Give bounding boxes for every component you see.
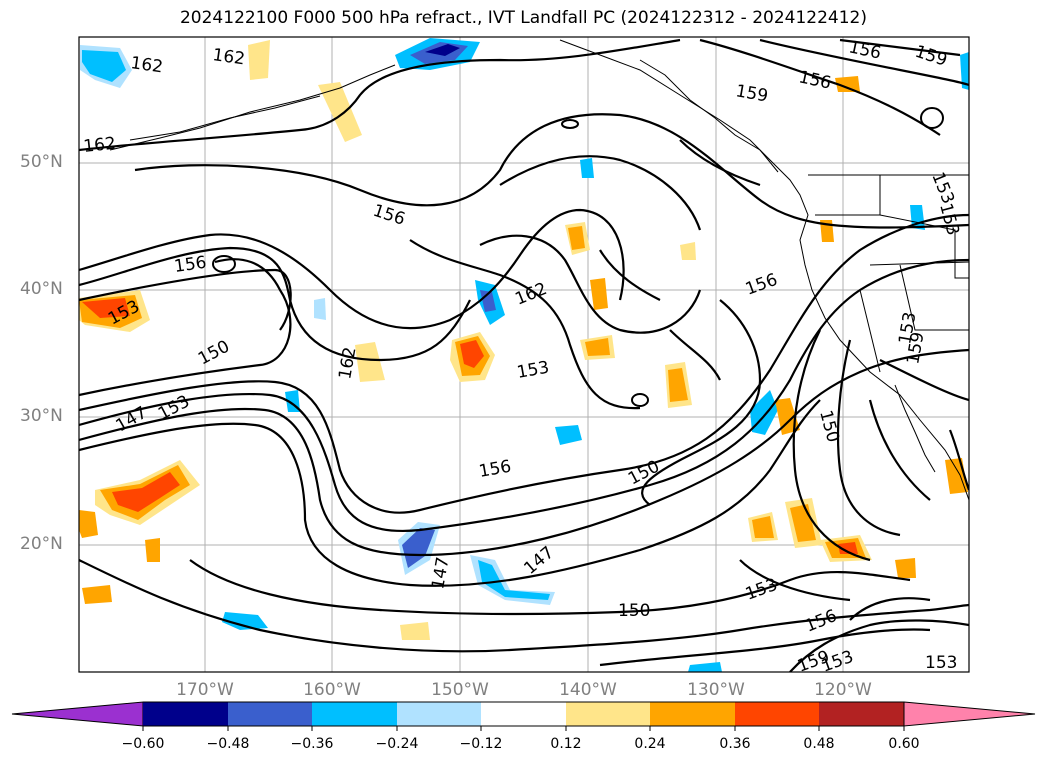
patch-pos	[680, 242, 696, 260]
lat-label-50n: 50°N	[20, 152, 63, 172]
patch-pos	[895, 558, 916, 578]
colorbar-tick-label: −0.60	[121, 736, 165, 752]
patch-pos	[355, 342, 385, 382]
colorbar-extend-low	[11, 701, 144, 727]
patch-neg	[314, 298, 326, 320]
patch-pos	[752, 516, 774, 538]
contour-label: 162	[211, 45, 246, 69]
lon-label-140w: 140°W	[559, 680, 617, 700]
lat-label-30n: 30°N	[20, 406, 63, 426]
patch-neg	[478, 560, 550, 600]
patch-pos	[790, 504, 816, 542]
patch-pos	[318, 82, 362, 142]
patch-neg	[960, 52, 969, 90]
patch-neg	[402, 528, 435, 568]
colorbar-tick-label: −0.48	[206, 736, 250, 752]
lon-label-170w: 170°W	[176, 680, 234, 700]
patch-pos	[79, 510, 98, 538]
colorbar-tick-label: −0.36	[290, 736, 334, 752]
patch-pos	[668, 368, 688, 402]
lon-label-130w: 130°W	[687, 680, 745, 700]
contour-label: 150	[618, 601, 650, 621]
patch-pos	[82, 298, 130, 318]
colorbar-tick-label: −0.12	[459, 736, 503, 752]
patch-neg	[222, 612, 268, 630]
patch-neg	[480, 290, 496, 312]
patch-pos	[835, 76, 860, 92]
patch-pos	[82, 585, 112, 604]
patch-neg	[555, 425, 582, 445]
patch-pos	[568, 226, 585, 250]
map-title: 2024122100 F000 500 hPa refract., IVT La…	[179, 8, 867, 28]
contour-label: 162	[129, 53, 164, 77]
patch-pos	[590, 278, 608, 310]
patch-pos	[248, 40, 270, 80]
patch-neg	[82, 50, 126, 82]
lon-label-150w: 150°W	[431, 680, 489, 700]
closed-contours	[212, 107, 944, 407]
colorbar-tick-label: −0.24	[375, 736, 419, 752]
contour-label: 156	[173, 253, 208, 277]
patch-neg	[688, 662, 722, 672]
height-contours	[79, 38, 969, 672]
contour-label: 153	[925, 653, 957, 673]
patch-pos	[400, 622, 430, 640]
lat-label-20n: 20°N	[20, 534, 63, 554]
patch-pos	[585, 338, 610, 356]
map-frame	[78, 36, 970, 673]
lon-label-120w: 120°W	[814, 680, 872, 700]
coastlines	[109, 39, 969, 501]
patch-pos	[838, 542, 858, 554]
patch-pos	[460, 340, 484, 368]
colorbar-tick-label: 0.12	[550, 736, 582, 752]
colorbar-tick-label: 0.36	[719, 736, 751, 752]
patch-neg	[425, 44, 460, 56]
colorbar-tick-label: 0.48	[803, 736, 835, 752]
colorbar-extend-high	[903, 701, 1036, 727]
patch-pos	[145, 538, 160, 562]
colorbar	[11, 701, 1036, 731]
lat-label-40n: 40°N	[20, 279, 63, 299]
colorbar-tick-label: 0.24	[634, 736, 666, 752]
colorbar-tick-label: 0.60	[888, 736, 920, 752]
lon-label-160w: 160°W	[303, 680, 361, 700]
patch-neg	[580, 158, 594, 178]
contour-label: 162	[82, 134, 116, 157]
patch-pos	[112, 472, 180, 512]
